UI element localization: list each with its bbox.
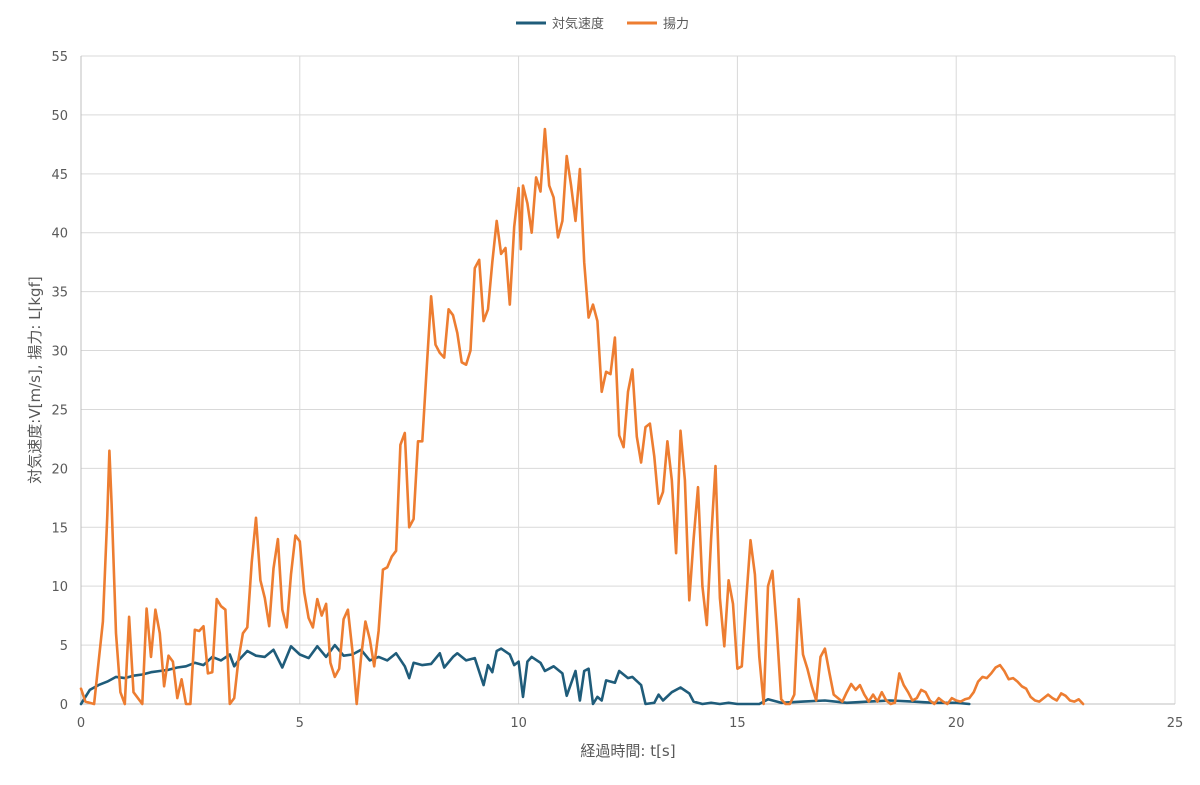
x-axis-title: 経過時間: t[s] xyxy=(580,742,675,760)
y-tick-label: 20 xyxy=(51,462,68,477)
y-tick-label: 55 xyxy=(51,50,68,65)
y-tick-label: 50 xyxy=(51,109,68,124)
x-tick-label: 0 xyxy=(77,716,85,731)
y-tick-label: 5 xyxy=(60,639,68,654)
x-tick-label: 5 xyxy=(296,716,304,731)
y-tick-label: 45 xyxy=(51,168,68,183)
y-tick-label: 40 xyxy=(51,227,68,242)
x-tick-label: 10 xyxy=(510,716,527,731)
axes xyxy=(80,56,1175,705)
series-lines xyxy=(79,127,1085,706)
gridlines xyxy=(81,55,1176,704)
legend-label-airspeed: 対気速度 xyxy=(552,16,604,32)
tick-labels: 0 5 10 15 20 25 30 35 40 45 50 55 0 5 10 15 20 25 xyxy=(51,50,1183,731)
series-line-airspeed xyxy=(79,643,971,706)
legend-label-lift: 揚力 xyxy=(663,16,689,32)
x-tick-label: 20 xyxy=(948,716,965,731)
x-tick-label: 25 xyxy=(1167,716,1184,731)
y-tick-label: 35 xyxy=(51,286,68,301)
y-tick-label: 15 xyxy=(51,521,68,536)
x-tick-label: 15 xyxy=(729,716,746,731)
y-tick-label: 10 xyxy=(51,580,68,595)
series-line-lift xyxy=(79,127,1085,706)
y-tick-label: 30 xyxy=(51,345,68,360)
legend: 対気速度 揚力 xyxy=(516,16,689,32)
y-tick-label: 25 xyxy=(51,403,68,418)
y-axis-title: 対気速度:V[m/s], 揚力: L[kgf] xyxy=(26,276,44,483)
y-tick-label: 0 xyxy=(60,698,68,713)
